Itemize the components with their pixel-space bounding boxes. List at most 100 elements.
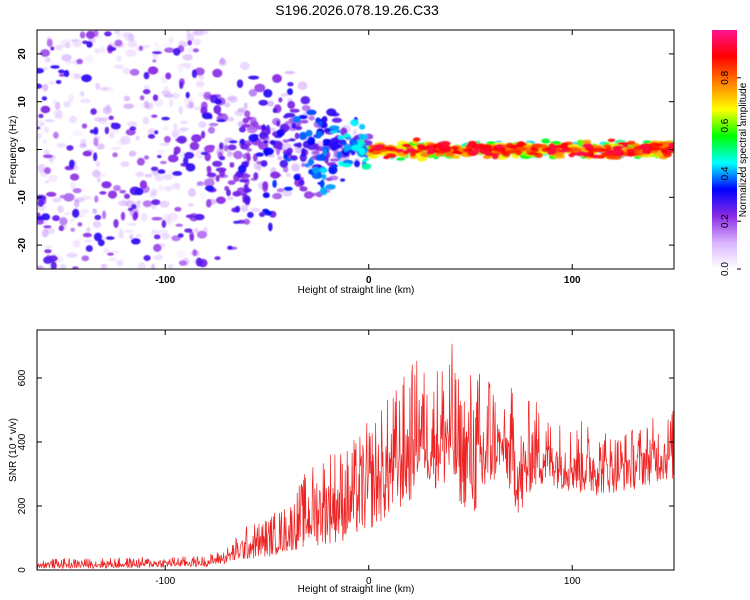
heatmap-cell [58,73,66,77]
heatmap-cell [137,262,146,269]
heatmap-cell [240,61,250,71]
heatmap-cell [326,108,337,117]
heatmap-cell [244,195,251,204]
heatmap-cell [93,137,99,147]
heatmap-cell [151,229,158,236]
heatmap-cell [175,223,183,227]
heatmap-cell [135,135,140,141]
heatmap-cell [174,206,182,212]
heatmap-cell [136,157,145,166]
heatmap-cell [50,65,60,69]
heatmap-cell [159,200,170,208]
heatmap-cell [195,257,203,267]
heatmap-cell [172,92,180,99]
heatmap-cell [150,204,157,210]
heatmap-cell [157,149,165,155]
snr-series-line [37,343,674,570]
heatmap-cell [44,119,55,123]
heatmap-cell [240,143,250,150]
heatmap-cell [483,151,492,156]
heatmap-cell [308,157,314,166]
heatmap-cell [59,263,67,269]
heatmap-cell [37,133,43,140]
heatmap-cell [113,185,121,192]
heatmap-cell [201,112,213,120]
heatmap-cell [208,122,219,127]
heatmap-cell [183,156,189,165]
heatmap-cell [133,211,139,220]
x-tick-label: 0 [366,576,372,587]
x-tick-label: 100 [564,576,581,587]
heatmap-cell [82,150,93,157]
heatmap-cell [41,139,48,144]
heatmap-cell [582,143,594,148]
heatmap-cell [203,178,215,187]
heatmap-cell [282,139,290,143]
heatmap-cell [84,54,94,63]
heatmap-cell [41,228,49,238]
heatmap-cell [626,152,636,157]
heatmap-cell [299,153,307,162]
heatmap-cell [157,184,164,192]
heatmap-cell [70,173,80,181]
heatmap-cell [299,179,304,186]
heatmap-cell [92,220,102,229]
heatmap-cell [263,89,273,98]
y-tick-label: 10 [17,96,28,108]
heatmap-cell [144,173,153,178]
heatmap-cell [301,162,306,168]
heatmap-cell [195,80,205,88]
heatmap-cell [131,204,137,210]
heatmap-cell [160,43,172,48]
heatmap-cell [219,155,226,161]
heatmap-cell [59,217,68,226]
heatmap-cell [325,177,333,181]
heatmap-cell [227,144,237,151]
heatmap-cell [226,189,231,197]
heatmap-cell [294,145,304,154]
heatmap-cell [92,169,101,178]
heatmap-cell [93,152,98,162]
heatmap-cell [239,178,249,183]
heatmap-cell [179,127,189,132]
heatmap-cell [185,91,190,99]
heatmap-cell [292,116,301,123]
heatmap-cell [237,107,246,113]
heatmap-cell [227,149,232,158]
heatmap-cell [250,207,261,213]
heatmap-cell [123,103,135,109]
heatmap-cell [181,62,191,67]
heatmap-cell [413,137,421,142]
heatmap-cell [44,180,50,184]
heatmap-cell [99,46,106,54]
colorbar-gradient [712,30,737,269]
heatmap-cell [94,214,102,221]
heatmap-cell [178,260,187,266]
heatmap-cell [169,98,174,108]
heatmap-cell [82,232,92,238]
heatmap-cell [283,186,293,191]
heatmap-cell [79,208,90,214]
heatmap-cell [293,173,301,181]
heatmap-cell [343,133,351,138]
heatmap-cell [189,234,194,242]
heatmap-cell [153,243,162,252]
heatmap-cell [358,133,369,140]
heatmap-cell [123,95,131,102]
heatmap-cell [329,130,338,134]
heatmap-cell [172,171,183,176]
heatmap-cell [119,189,127,194]
heatmap-cells [37,30,674,269]
x-tick-label: -100 [155,275,175,286]
heatmap-cell [260,160,268,167]
heatmap-cell [224,102,231,108]
heatmap-cell [86,227,91,233]
heatmap-cell [113,64,125,70]
x-tick-label: 100 [564,275,581,286]
heatmap-cell [48,80,55,86]
heatmap-cell [142,200,152,208]
heatmap-cell [118,200,128,207]
heatmap-cell [58,69,65,74]
heatmap-cell [508,144,519,149]
heatmap-cell [305,129,313,137]
